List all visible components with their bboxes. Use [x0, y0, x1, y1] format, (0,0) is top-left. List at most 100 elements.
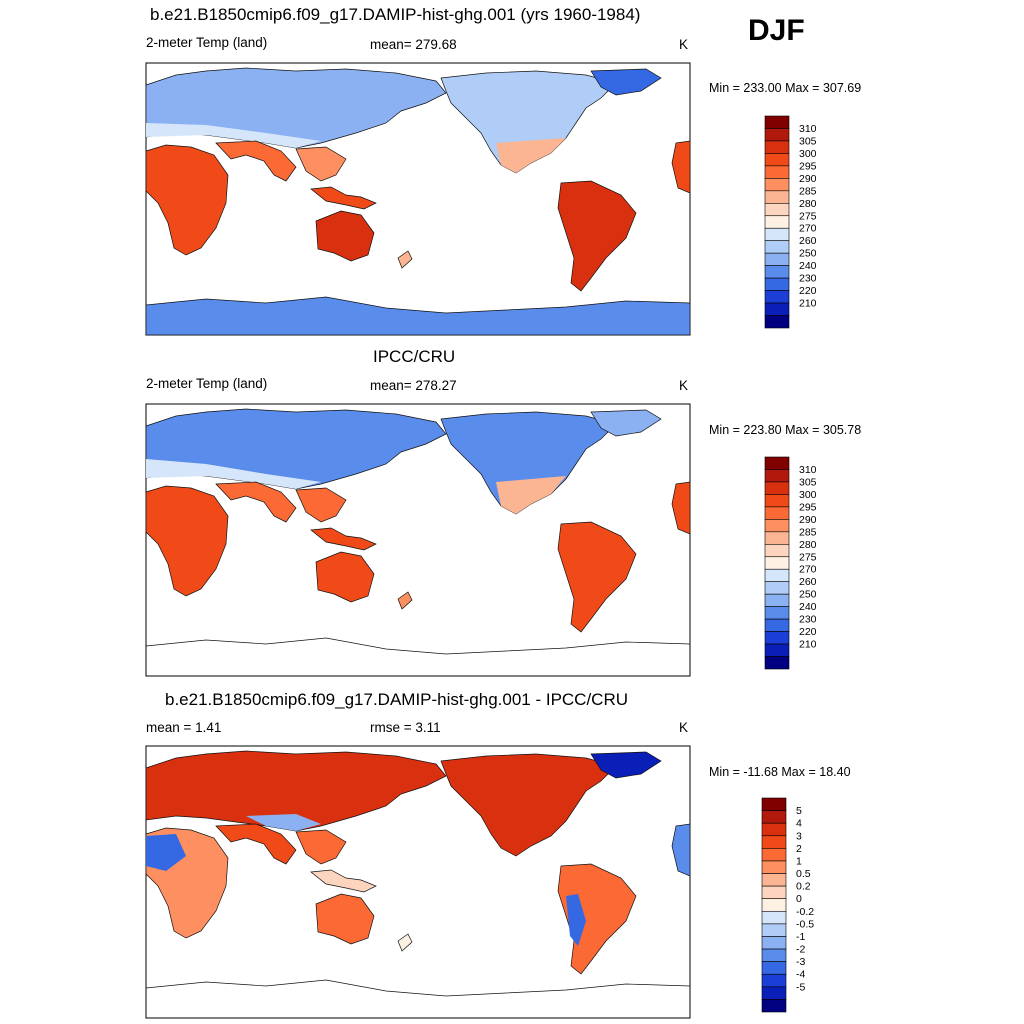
- colorbar-box: [764, 140, 790, 154]
- colorbar-tick-label: 285: [799, 526, 817, 538]
- colorbar-box: [761, 885, 787, 900]
- colorbar-box: [761, 948, 787, 962]
- colorbar-tick-label: 305: [799, 476, 817, 488]
- colorbar-tick-label: 275: [799, 210, 817, 222]
- panel-2-units: K: [679, 378, 689, 393]
- panel-2-colorbar: 3103053002952902852802752702602502402302…: [764, 456, 817, 670]
- colorbar-tick-label: 0.2: [796, 881, 811, 893]
- colorbar-tick-label: 310: [799, 464, 817, 476]
- colorbar-box: [761, 797, 787, 811]
- colorbar-box: [764, 240, 790, 254]
- colorbar-tick-label: -5: [796, 981, 805, 993]
- colorbar-box: [761, 961, 787, 975]
- panel-1-variable-label: 2-meter Temp (land): [146, 35, 268, 50]
- colorbar-tick-label: 285: [799, 185, 817, 197]
- colorbar-tick-label: 270: [799, 223, 817, 235]
- colorbar-tick-label: 295: [799, 160, 817, 172]
- colorbar-tick-label: 210: [799, 639, 817, 651]
- colorbar-box: [764, 290, 790, 304]
- colorbar-box: [764, 568, 790, 583]
- colorbar-tick-label: -4: [796, 969, 805, 981]
- colorbar-tick-label: 260: [799, 235, 817, 247]
- colorbar-box: [761, 999, 787, 1013]
- colorbar-tick-label: 220: [799, 285, 817, 297]
- colorbar-tick-label: 5: [796, 805, 802, 817]
- panel-1-colorbar: 3103053002952902852802752702602502402302…: [764, 115, 817, 329]
- season-label: DJF: [748, 14, 805, 47]
- colorbar-tick-label: 260: [799, 576, 817, 588]
- panel-3-mean-label: mean = 1.41: [146, 720, 222, 735]
- colorbar-box: [764, 252, 790, 266]
- panel-1-mean-label: mean= 279.68: [370, 37, 457, 52]
- colorbar-box: [761, 822, 787, 837]
- panel-1-minmax: Min = 233.00 Max = 307.69: [709, 81, 862, 95]
- colorbar-box: [764, 153, 790, 167]
- colorbar-box: [761, 848, 787, 862]
- colorbar-box: [764, 469, 790, 483]
- colorbar-box: [764, 631, 790, 645]
- colorbar-tick-label: -0.2: [796, 906, 814, 918]
- colorbar-tick-label: 220: [799, 626, 817, 638]
- colorbar-box: [764, 519, 790, 533]
- colorbar-tick-label: 240: [799, 260, 817, 272]
- colorbar-tick-label: 240: [799, 601, 817, 613]
- colorbar-box: [764, 643, 790, 657]
- colorbar-box: [761, 873, 787, 887]
- colorbar-box: [764, 315, 790, 329]
- colorbar-tick-label: 1: [796, 855, 802, 867]
- colorbar-tick-label: 250: [799, 248, 817, 260]
- colorbar-tick-label: 0: [796, 893, 802, 905]
- colorbar-tick-label: 250: [799, 589, 817, 601]
- panel-3-rmse-label: rmse = 3.11: [370, 720, 441, 735]
- colorbar-tick-label: 280: [799, 539, 817, 551]
- colorbar-box: [764, 165, 790, 179]
- colorbar-tick-label: 4: [796, 818, 802, 830]
- panel-2-mean-label: mean= 278.27: [370, 378, 457, 393]
- colorbar-box: [764, 456, 790, 470]
- colorbar-tick-label: -2: [796, 944, 805, 956]
- colorbar-box: [761, 973, 787, 988]
- colorbar-box: [764, 128, 790, 142]
- colorbar-tick-label: 275: [799, 551, 817, 563]
- colorbar-tick-label: 305: [799, 135, 817, 147]
- colorbar-box: [761, 835, 787, 849]
- panel-3-units: K: [679, 720, 689, 735]
- colorbar-box: [764, 606, 790, 620]
- panel-2-title: IPCC/CRU: [373, 347, 456, 366]
- colorbar-box: [761, 810, 787, 824]
- panel-1-title: b.e21.B1850cmip6.f09_g17.DAMIP-hist-ghg.…: [150, 5, 641, 24]
- colorbar-tick-label: 290: [799, 173, 817, 185]
- colorbar-tick-label: 230: [799, 273, 817, 285]
- colorbar-box: [764, 531, 790, 545]
- colorbar-box: [764, 656, 790, 670]
- panel-3-map: [145, 745, 691, 1019]
- colorbar-tick-label: 290: [799, 514, 817, 526]
- colorbar-box: [764, 190, 790, 204]
- colorbar-tick-label: -3: [796, 956, 805, 968]
- colorbar-tick-label: 280: [799, 198, 817, 210]
- colorbar-tick-label: 270: [799, 564, 817, 576]
- panel-1-units: K: [679, 37, 689, 52]
- colorbar-box: [761, 986, 787, 1000]
- panel-2-minmax: Min = 223.80 Max = 305.78: [709, 423, 862, 437]
- colorbar-box: [761, 860, 787, 874]
- colorbar-tick-label: 3: [796, 830, 802, 842]
- colorbar-box: [764, 618, 790, 632]
- colorbar-box: [764, 115, 790, 129]
- colorbar-box: [761, 936, 787, 950]
- colorbar-tick-label: 310: [799, 123, 817, 135]
- panel-1-map: [145, 62, 691, 336]
- colorbar-tick-label: 295: [799, 501, 817, 513]
- colorbar-box: [764, 556, 790, 570]
- colorbar-box: [764, 593, 790, 607]
- colorbar-box: [764, 178, 790, 192]
- colorbar-tick-label: 230: [799, 614, 817, 626]
- panel-3-title: b.e21.B1850cmip6.f09_g17.DAMIP-hist-ghg.…: [165, 690, 629, 709]
- colorbar-box: [764, 202, 790, 217]
- colorbar-box: [761, 898, 787, 912]
- colorbar-box: [764, 581, 790, 595]
- colorbar-box: [764, 481, 790, 495]
- panel-2-map: [145, 403, 691, 677]
